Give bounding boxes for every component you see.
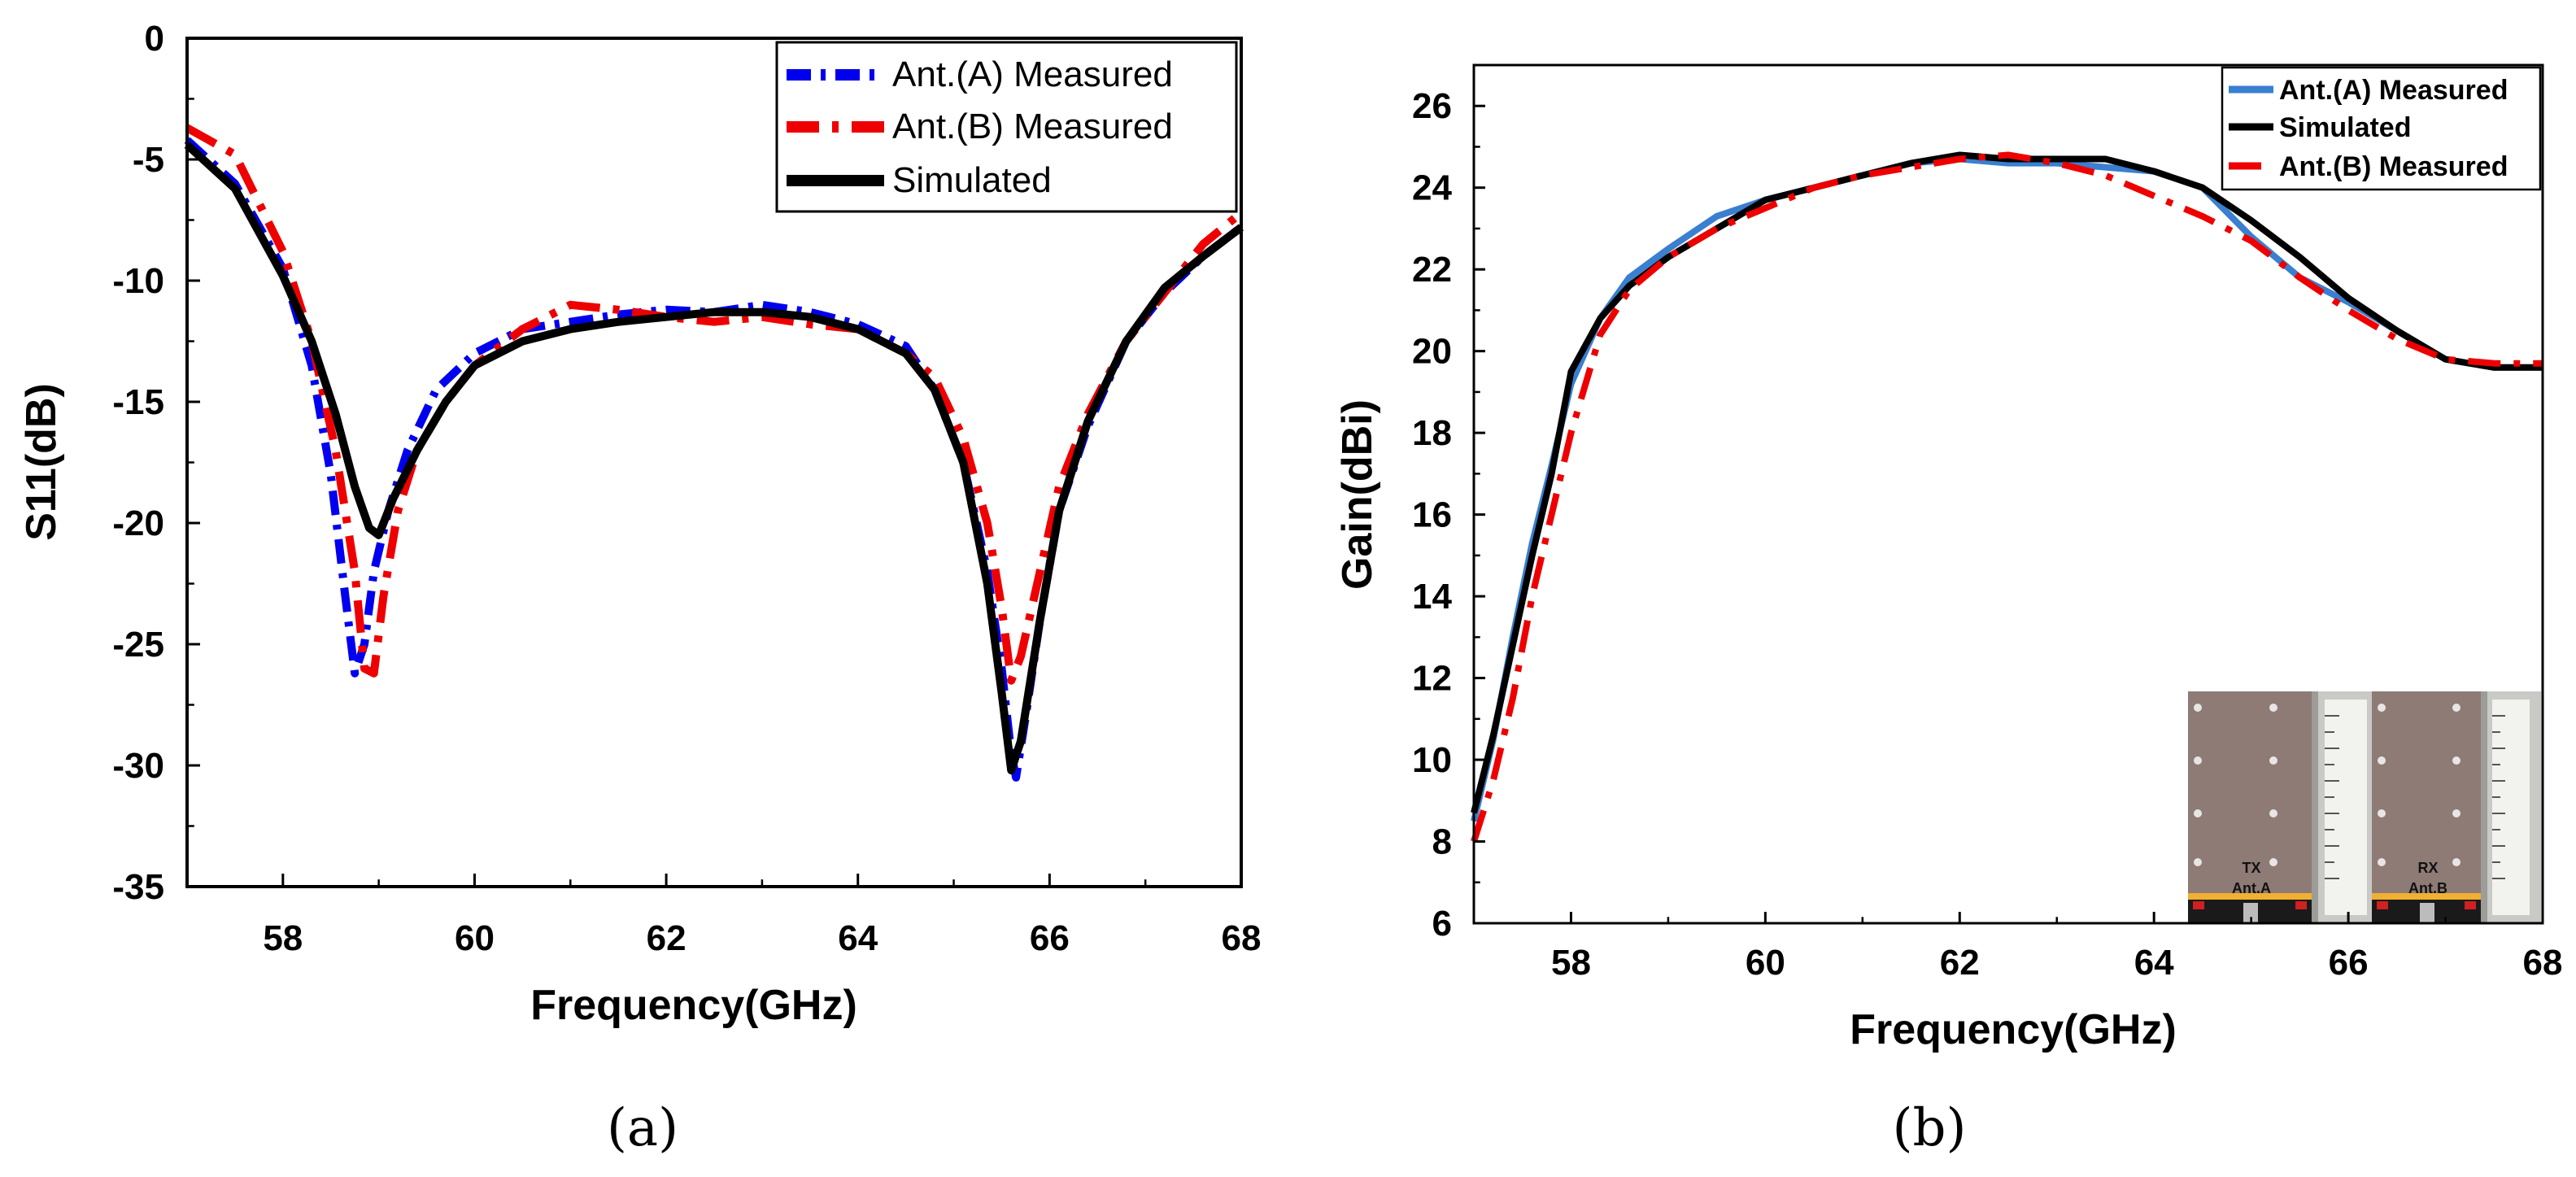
panel-a-x-axis-title: Frequency(GHz) [530,982,857,1029]
panel-b-x-tick-label: 60 [1746,943,1785,983]
panel-b-y-tick-label: 14 [1412,577,1452,617]
panel-a-y-tick-label: -30 [112,746,164,786]
panel-b-caption: (b) [1893,1098,1967,1158]
panel-b-x-tick-label: 64 [2134,943,2174,983]
panel-b-y-tick-label: 22 [1412,250,1452,290]
inset-tx-antenna-photo: TX Ant.A [2188,691,2383,923]
panel-b-plot-frame [1472,63,2544,925]
panel-a-series-ant-b-measured [185,124,1244,685]
panel-a-x-tick-label: 58 [263,918,303,958]
panel-b-x-axis-title: Frequency(GHz) [1850,1006,2177,1053]
legend-a-label-simulated: Simulated [892,160,1052,200]
legend-b-label-ant-b: Ant.(B) Measured [2279,151,2508,182]
panel-a-x-tick-label: 62 [647,918,686,958]
legend-b-label-ant-a: Ant.(A) Measured [2279,75,2508,106]
panel-a-y-tick-label: 0 [145,19,164,59]
inset-tx-ant-label: Ant.A [2232,880,2271,896]
panel-b-series-group [1471,151,2543,843]
inset-antenna-photos: TX Ant.A [2188,691,2541,923]
panel-a-x-tick-label: 60 [455,918,495,958]
panel-b-y-tick-label: 26 [1412,86,1452,126]
legend-b-label-simulated: Simulated [2279,112,2411,143]
legend-a-label-ant-b: Ant.(B) Measured [892,107,1173,146]
panel-a-x-tick-label: 68 [1222,918,1262,958]
panel-a-y-tick-label: -35 [112,867,164,907]
panel-b-y-axis-title: Gain(dBi) [1334,399,1381,590]
panel-b-y-tick-label: 18 [1412,413,1452,453]
panel-b-y-tick-label: 16 [1412,495,1452,535]
inset-rx-label: RX [2417,860,2438,876]
panel-b-series-simulated [1471,151,2543,814]
panel-b-y-tick-label: 10 [1412,740,1452,780]
panel-a-series-simulated [184,142,1244,774]
panel-a-s11-chart: 58 60 62 64 66 68 0 -5 -10 -15 -20 -25 -30 -35 Freque… [18,19,1261,1158]
panel-b-legend: Ant.(A) Measured Simulated Ant.(B) Measu… [2221,66,2542,191]
panel-b-gain-chart: TX Ant.A [1334,63,2562,1158]
panel-a-caption: (a) [607,1098,678,1158]
inset-tx-label: TX [2242,860,2260,876]
panel-a-y-tick-label: -15 [112,382,164,422]
legend-a-label-ant-a: Ant.(A) Measured [892,54,1173,94]
panel-b-x-tick-label: 62 [1940,943,1980,983]
panel-b-y-tick-label: 24 [1412,168,1452,208]
panel-a-y-tick-label: -25 [112,625,164,665]
panel-a-legend: Ant.(A) Measured Ant.(B) Measured Simula… [775,41,1238,213]
panel-b-y-tick-label: 20 [1412,332,1452,372]
panel-b-legend-box [2221,66,2542,191]
panel-a-y-tick-label: -10 [112,261,164,301]
panel-a-y-axis-title: S11(dB) [18,383,65,541]
panel-b-legend-keys [2229,85,2273,170]
panel-a-legend-keys [787,69,884,186]
panel-a-series-group [184,124,1244,782]
panel-b-x-tick-label: 68 [2523,943,2563,983]
inset-rx-antenna-photo: RX Ant.B [2372,691,2541,923]
inset-rx-ant-label: Ant.B [2408,880,2447,896]
panel-a-y-tick-label: -20 [112,503,164,543]
panel-b-y-tick-label: 12 [1412,659,1452,699]
panel-a-ticks: 58 60 62 64 66 68 0 -5 -10 -15 -20 -25 -30 -35 [112,19,1261,958]
panel-b-y-tick-label: 8 [1432,822,1452,862]
panel-b-x-tick-label: 66 [2329,943,2369,983]
panel-a-x-tick-label: 66 [1030,918,1070,958]
panel-b-x-tick-label: 58 [1551,943,1591,983]
panel-a-y-tick-label: -5 [133,140,164,180]
panel-b-y-tick-label: 6 [1432,904,1452,944]
panel-a-x-tick-label: 64 [838,918,878,958]
